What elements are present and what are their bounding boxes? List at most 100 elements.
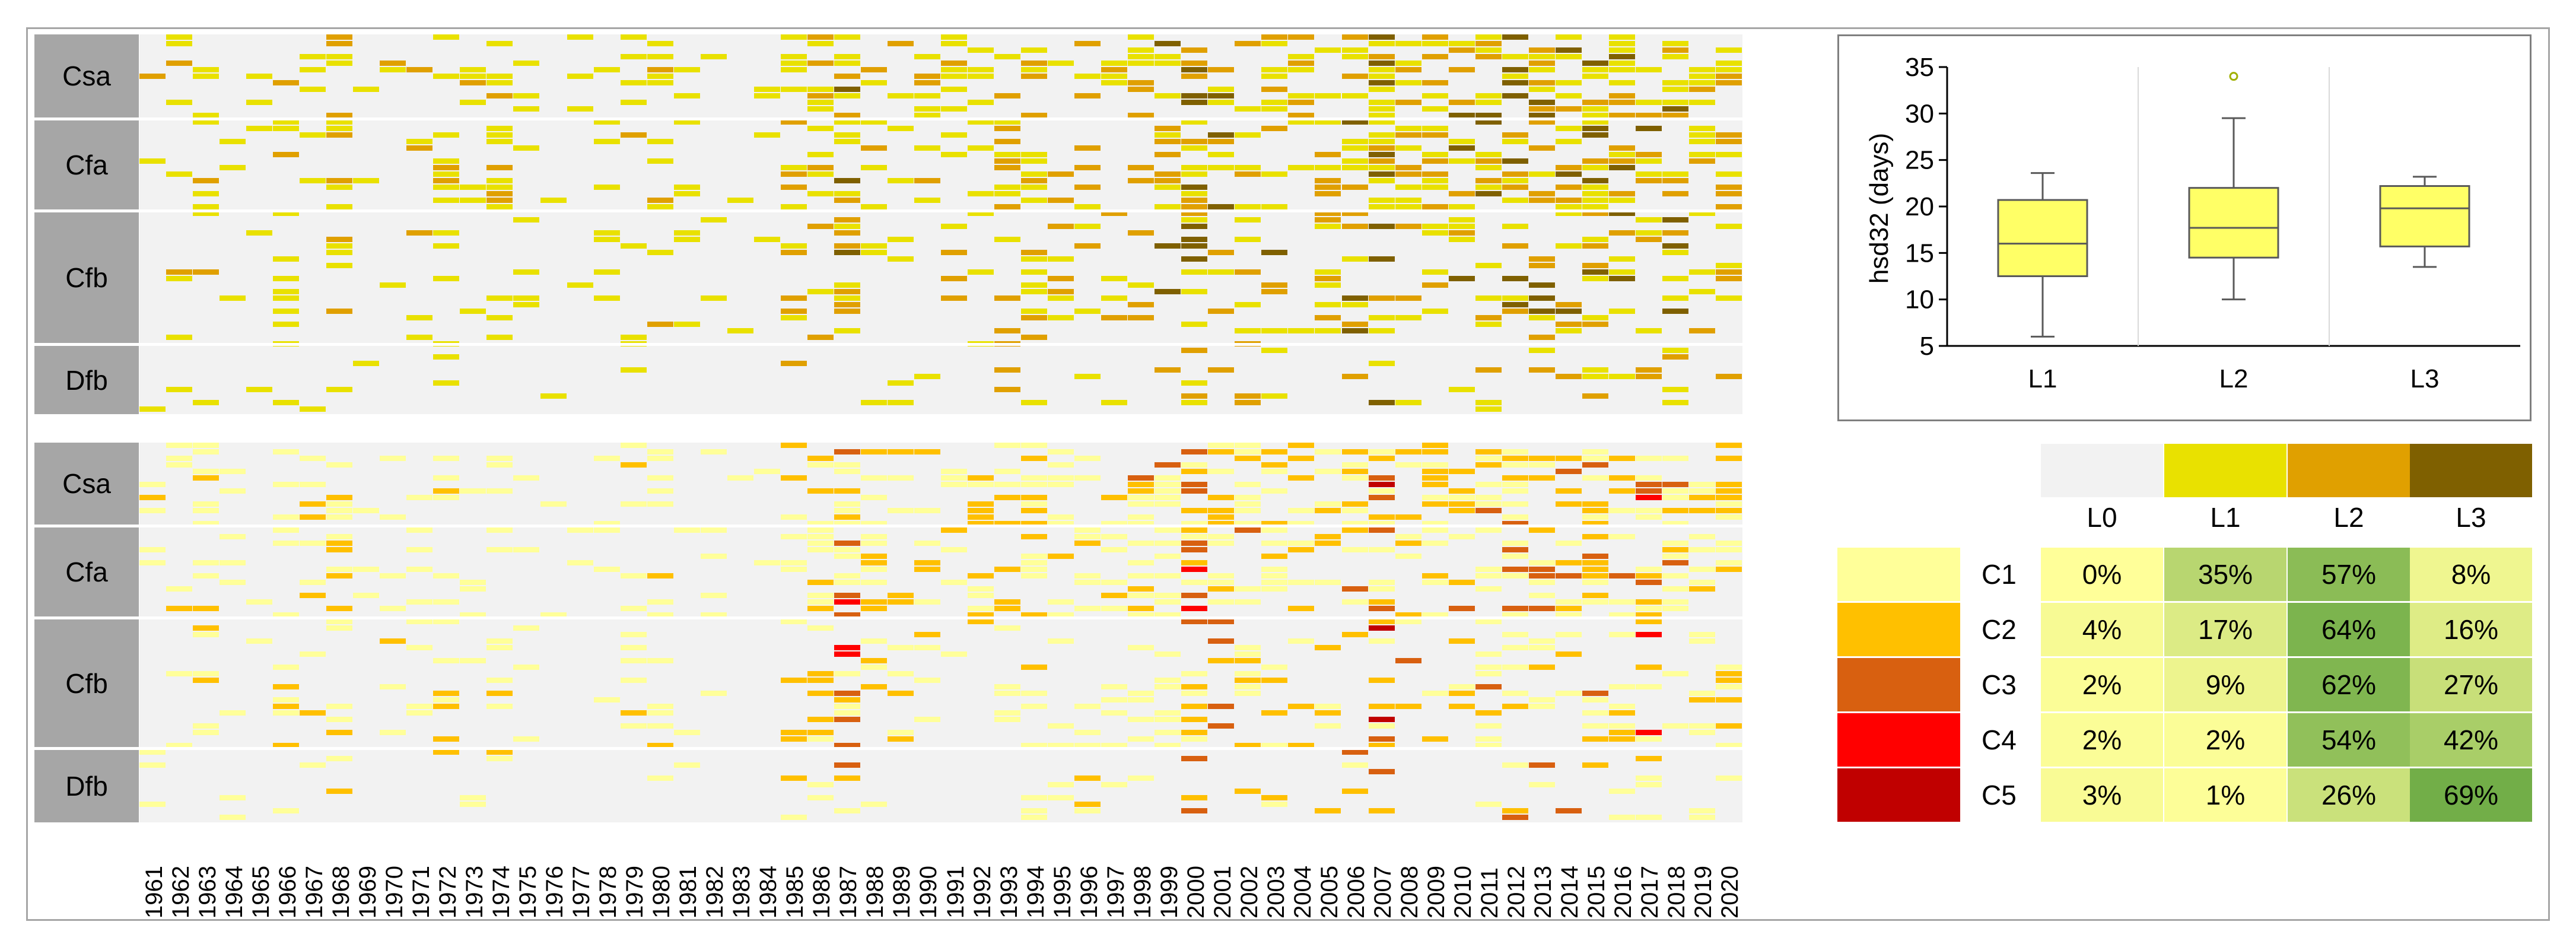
heatmap-level-cell bbox=[593, 185, 620, 190]
heatmap-class-cell bbox=[1181, 717, 1208, 722]
heatmap-class-cell bbox=[647, 449, 673, 454]
heatmap-class-cell bbox=[326, 704, 353, 709]
heatmap-level-cell bbox=[486, 41, 513, 46]
heatmap-level-cell bbox=[914, 80, 940, 85]
heatmap-level-cell bbox=[1608, 230, 1635, 236]
heatmap-class-cell bbox=[460, 612, 486, 618]
heatmap-level-cell bbox=[1662, 250, 1688, 255]
heatmap-class-cell bbox=[406, 710, 433, 716]
heatmap-level-cell bbox=[1448, 276, 1475, 281]
heatmap-level-cell bbox=[1395, 145, 1421, 151]
heatmap-level-cell bbox=[567, 34, 593, 40]
heatmap-class-cell bbox=[1208, 443, 1235, 448]
heatmap-level-cell bbox=[1074, 243, 1101, 249]
heatmap-class-cell bbox=[1528, 606, 1555, 611]
heatmap-level-cell bbox=[1582, 367, 1608, 373]
heatmap-class-cell bbox=[166, 462, 193, 468]
heatmap-class-cell bbox=[486, 547, 513, 552]
heatmap-level-cell bbox=[486, 198, 513, 203]
heatmap-class-cell bbox=[1155, 612, 1181, 618]
heatmap-class-cell bbox=[1155, 678, 1181, 683]
heatmap-level-cell bbox=[1315, 47, 1341, 53]
heatmap-level-cell bbox=[1261, 282, 1288, 288]
heatmap-level-cell bbox=[887, 178, 914, 183]
heatmap-level-cell bbox=[753, 93, 780, 98]
heatmap-class-cell bbox=[1181, 469, 1208, 474]
heatmap-class-cell bbox=[1341, 749, 1368, 755]
heatmap-class-cell bbox=[1341, 508, 1368, 513]
heatmap-level-cell bbox=[1421, 54, 1448, 59]
heatmap-class-cell bbox=[300, 710, 326, 716]
heatmap-level-cell bbox=[727, 198, 753, 203]
heatmap-class-cell bbox=[780, 736, 807, 742]
heatmap-class-cell bbox=[1688, 586, 1715, 592]
heatmap-class-cell bbox=[1502, 501, 1528, 507]
heatmap-class-cell bbox=[273, 710, 300, 716]
heatmap-class-cell bbox=[1662, 606, 1688, 611]
heatmap-level-cell bbox=[1448, 191, 1475, 196]
heatmap-level-cell bbox=[1421, 132, 1448, 138]
heatmap-class-cell bbox=[1288, 580, 1315, 585]
heatmap-level-cell bbox=[1528, 256, 1555, 262]
heatmap-level-cell bbox=[1021, 74, 1048, 79]
heatmap-class-cell bbox=[1502, 691, 1528, 696]
heatmap-class-cell bbox=[166, 671, 193, 676]
heatmap-class-cell bbox=[1235, 678, 1261, 683]
heatmap-class-cell bbox=[1475, 619, 1502, 624]
heatmap-class-cell bbox=[139, 547, 166, 552]
heatmap-level-cell bbox=[1421, 309, 1448, 314]
heatmap-level-cell bbox=[1395, 204, 1421, 209]
heatmap-level-cell bbox=[1528, 67, 1555, 72]
heatmap-class-cell bbox=[753, 469, 780, 474]
heatmap-class-cell bbox=[1181, 488, 1208, 494]
heatmap-level-cell bbox=[1368, 315, 1395, 320]
heatmap-level-cell bbox=[1128, 61, 1155, 66]
heatmap-class-cell bbox=[513, 736, 540, 742]
heatmap-class-cell bbox=[994, 717, 1021, 722]
heatmap-level-cell bbox=[1448, 230, 1475, 236]
year-tick-label: 1970 bbox=[381, 866, 408, 918]
heatmap-level-cell bbox=[1528, 47, 1555, 53]
heatmap-class-cell bbox=[1341, 527, 1368, 533]
heatmap-class-cell bbox=[1421, 541, 1448, 546]
heatmap-level-cell bbox=[834, 113, 860, 118]
heatmap-level-cell bbox=[1021, 269, 1048, 275]
heatmap-class-cell bbox=[914, 632, 940, 637]
heatmap-class-cell bbox=[1528, 560, 1555, 565]
heatmap-class-cell bbox=[139, 802, 166, 807]
y-tick-label: 20 bbox=[1905, 192, 1934, 221]
heatmap-class-cell bbox=[1261, 678, 1288, 683]
heatmap-class-cell bbox=[513, 547, 540, 552]
heatmap-level-cell bbox=[834, 224, 860, 229]
heatmap-level-cell bbox=[300, 67, 326, 72]
heatmap-level-cell bbox=[380, 61, 406, 66]
heatmap-class-cell bbox=[1021, 795, 1048, 800]
heatmap-class-cell bbox=[1261, 469, 1288, 474]
heatmap-class-cell bbox=[1502, 573, 1528, 579]
heatmap-class-cell bbox=[1315, 645, 1341, 650]
year-tick-label: 2018 bbox=[1664, 866, 1690, 918]
heatmap-class-cell bbox=[1395, 619, 1421, 624]
heatmap-class-cell bbox=[1235, 645, 1261, 650]
heatmap-level-cell bbox=[1475, 34, 1502, 40]
heatmap-class-cell bbox=[968, 475, 994, 481]
heatmap-class-cell bbox=[406, 567, 433, 572]
heatmap-level-cell bbox=[1368, 54, 1395, 59]
heatmap-level-cell bbox=[166, 41, 193, 46]
heatmap-class-cell bbox=[1181, 449, 1208, 454]
heatmap-level-cell bbox=[1475, 178, 1502, 183]
heatmap-class-cell bbox=[1128, 475, 1155, 481]
y-tick-label: 10 bbox=[1905, 285, 1934, 314]
heatmap-class-cell bbox=[1181, 580, 1208, 585]
heatmap-level-cell bbox=[540, 393, 567, 399]
heatmap-class-cell bbox=[647, 743, 673, 748]
year-tick-label: 1972 bbox=[434, 866, 461, 918]
heatmap-class-cell bbox=[780, 815, 807, 820]
heatmap-level-cell bbox=[1341, 158, 1368, 164]
heatmap-level-cell bbox=[1715, 204, 1742, 209]
heatmap-level-cell bbox=[968, 74, 994, 79]
heatmap-class-cell bbox=[968, 593, 994, 598]
heatmap-level-cell bbox=[1528, 191, 1555, 196]
heatmap-class-cell bbox=[1368, 482, 1395, 487]
heatmap-class-cell bbox=[834, 612, 860, 618]
